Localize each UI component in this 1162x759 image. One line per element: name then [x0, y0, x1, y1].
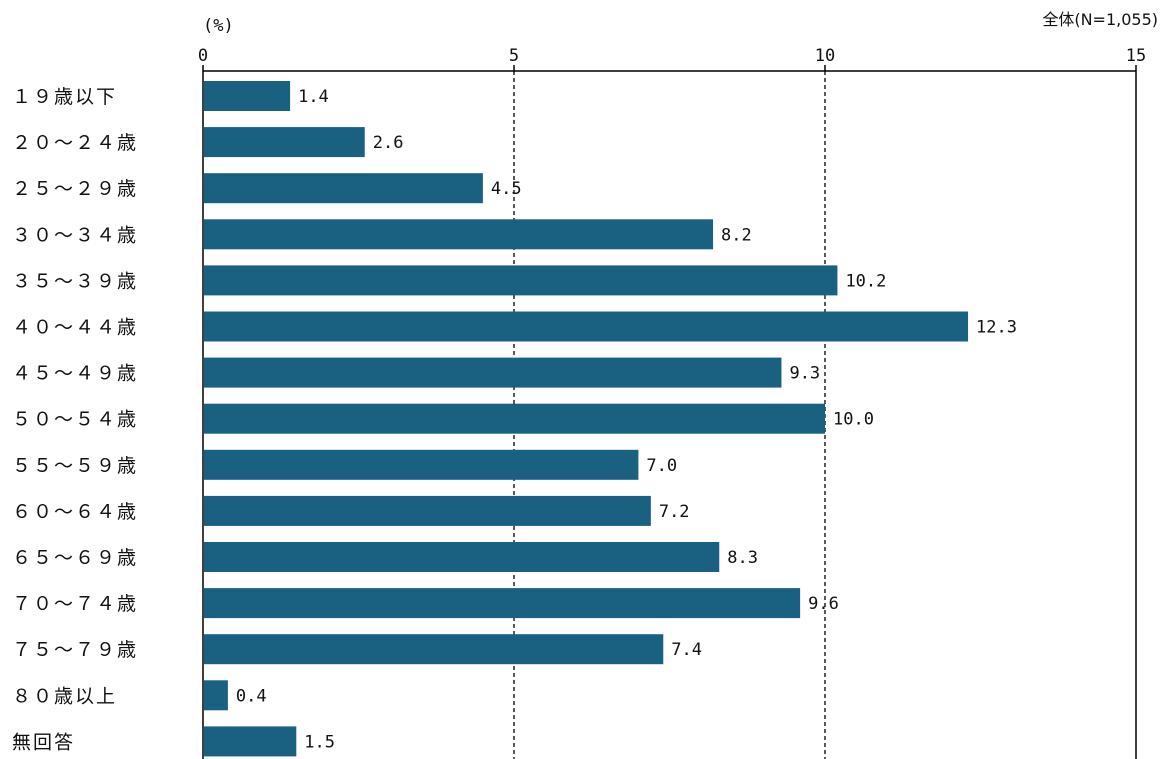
x-tick-label: 15 — [1126, 46, 1146, 66]
value-label: 9.6 — [808, 594, 839, 614]
value-label: 0.4 — [236, 686, 267, 706]
bar — [204, 495, 651, 526]
category-label: ４５～４９歳 — [12, 363, 138, 385]
value-label: 9.3 — [789, 364, 820, 384]
bar — [204, 542, 720, 572]
value-label: 8.3 — [727, 548, 758, 568]
value-label: 1.5 — [304, 732, 335, 752]
category-label: １９歳以下 — [12, 86, 117, 108]
bar — [204, 634, 664, 665]
category-label: ３０～３４歳 — [12, 224, 138, 246]
category-labels: １９歳以下 ２０～２４歳 ２５～２９歳 ３０～３４歳 ３５～３９歳 ４０～４４歳 ４５～４９… — [12, 86, 138, 753]
bar — [204, 588, 801, 619]
category-label: ３５～３９歳 — [12, 270, 138, 292]
bar — [204, 726, 297, 757]
value-label: 10.0 — [833, 410, 874, 430]
value-label: 7.0 — [646, 456, 677, 476]
unit-label: (%) — [203, 16, 234, 36]
value-label: 1.4 — [298, 87, 329, 107]
category-label: ７０～７４歳 — [12, 593, 138, 615]
bar — [204, 680, 228, 711]
value-label: 7.2 — [659, 502, 690, 522]
bar — [204, 173, 483, 204]
category-label: ６５～６９歳 — [12, 547, 138, 569]
x-tick-label: 5 — [509, 46, 519, 66]
value-label: 7.4 — [671, 640, 702, 660]
bar — [204, 265, 838, 296]
category-label: ７５～７９歳 — [12, 639, 138, 661]
category-label: ２０～２４歳 — [12, 132, 138, 154]
category-label: ２５～２９歳 — [12, 178, 138, 200]
category-label: ６０～６４歳 — [12, 501, 138, 523]
sample-size-label: 全体(N=1,055) — [1042, 10, 1158, 29]
value-labels: 1.4 2.6 4.5 8.2 10.2 12.3 9.3 10.0 7.0 7.2 8.3 9.6 7… — [236, 87, 1017, 752]
bar — [204, 403, 825, 434]
category-label: ５５～５９歳 — [12, 455, 138, 477]
value-label: 2.6 — [373, 133, 404, 153]
category-label: ５０～５４歳 — [12, 409, 138, 431]
category-label: 無回答 — [12, 731, 75, 753]
x-axis: 0 5 10 15 — [198, 46, 1146, 72]
bar — [204, 357, 782, 388]
bar — [204, 219, 714, 250]
value-label: 12.3 — [976, 318, 1017, 338]
bar — [204, 81, 291, 111]
category-label: ８０歳以上 — [12, 685, 117, 707]
value-label: 4.5 — [491, 179, 522, 199]
x-tick-label: 10 — [815, 46, 835, 66]
bar — [204, 311, 969, 342]
bars — [204, 81, 969, 757]
value-label: 10.2 — [845, 271, 886, 291]
category-label: ４０～４４歳 — [12, 317, 138, 339]
bar — [204, 127, 365, 158]
x-tick-label: 0 — [198, 46, 208, 66]
bar — [204, 449, 639, 480]
value-label: 8.2 — [721, 225, 752, 245]
